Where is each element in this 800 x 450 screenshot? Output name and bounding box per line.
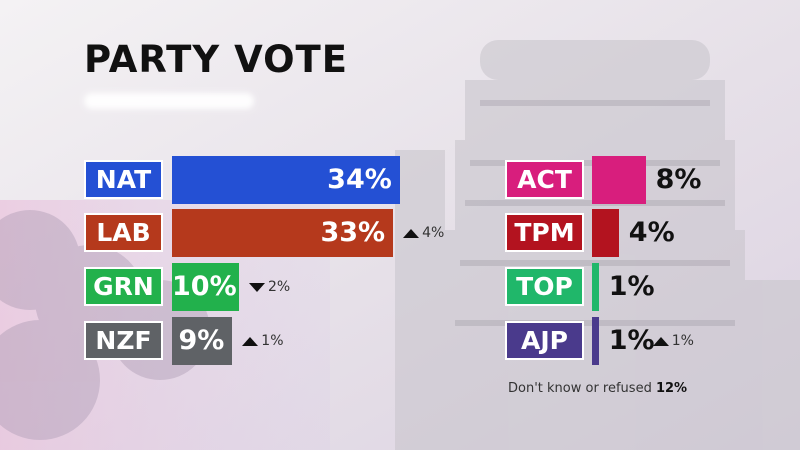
act-value-label: 8% [655,164,702,195]
triangle-down-icon [249,282,265,292]
grn-value-label: 10% [172,271,237,302]
nzf-change-label: 1% [261,333,284,349]
lab-value-label: 33% [320,217,386,248]
nat-bar [172,156,400,204]
dont-know-note: Don't know or refused 12% [508,381,687,396]
top-badge: TOP [505,267,584,306]
ajp-badge: AJP [505,321,584,360]
grn-change-label: 2% [268,279,291,295]
tpm-bar [592,209,619,257]
nat-badge: NAT [84,160,163,199]
nzf-badge: NZF [84,321,163,360]
ajp-change: 1% [652,331,694,351]
tpm-badge: TPM [505,213,584,252]
lab-badge: LAB [84,213,163,252]
dont-know-value: 12% [655,381,688,396]
act-badge: ACT [505,160,584,199]
triangle-up-icon [403,228,420,238]
ajp-bar [592,317,599,365]
ajp-value-label: 1% [608,325,655,356]
nat-value-label: 34% [327,164,392,195]
lab-change: 4% [403,223,444,243]
grn-change: 2% [249,277,290,297]
ajp-change-label: 1% [671,333,694,349]
triangle-up-icon [652,336,669,346]
lab-change-label: 4% [422,225,445,241]
dont-know-label: Don't know or refused [508,381,652,396]
top-bar [592,263,599,311]
act-bar [592,156,646,204]
nzf-value-label: 9% [178,325,225,356]
grn-bar [172,263,239,311]
top-value-label: 1% [608,271,655,302]
beehive-building [395,40,800,450]
nzf-change: 1% [242,331,284,351]
obscured-subtitle [84,93,254,109]
triangle-up-icon [242,336,259,346]
grn-badge: GRN [84,267,163,306]
nzf-bar [172,317,233,365]
chart-title: PARTY VOTE [84,38,349,81]
lab-bar [172,209,394,257]
tpm-value-label: 4% [628,217,675,248]
